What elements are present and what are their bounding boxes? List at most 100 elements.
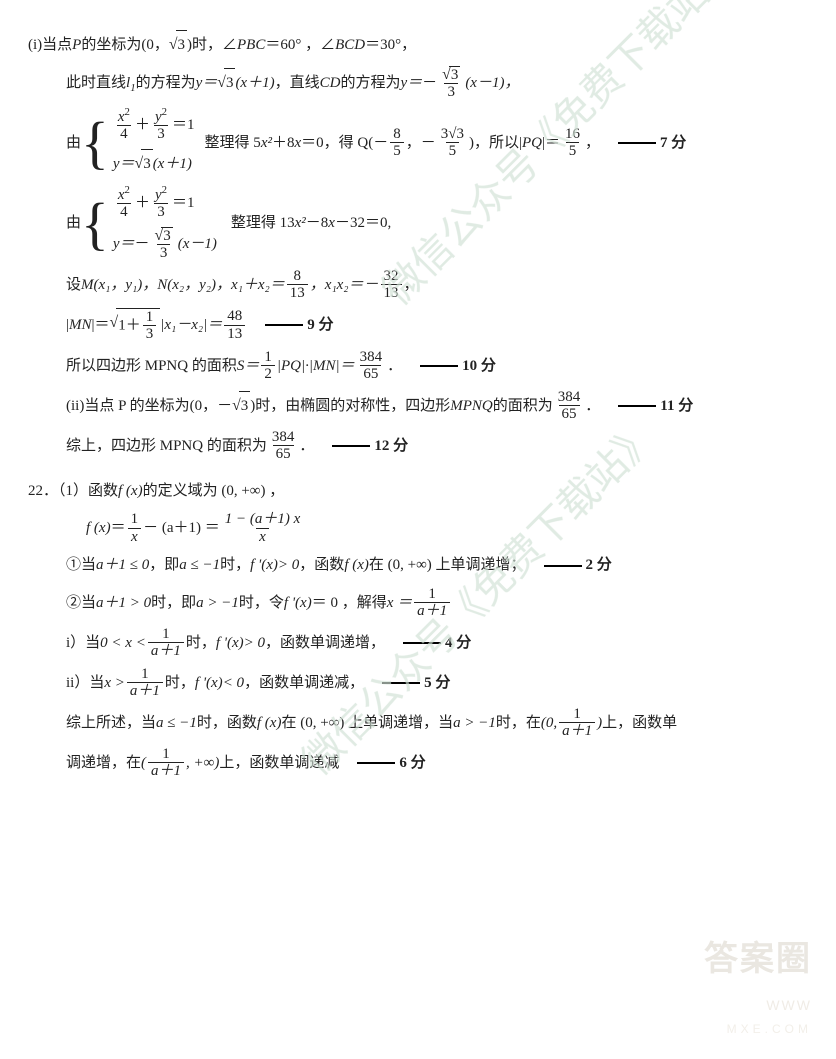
area-frac2: 38465	[555, 389, 584, 423]
you2: 由	[66, 209, 81, 238]
txt: i）当	[66, 629, 100, 658]
line-mn-roots: 设 M (x₁，y₁)， N (x₂，y₂)， x₁＋x₂＝ 813 ，x₁x₂…	[28, 268, 808, 302]
score-9: 9 分	[265, 311, 333, 340]
txt: 此时直线	[66, 69, 126, 98]
prod-frac: 3213	[381, 268, 402, 302]
cond4: a > −1	[196, 589, 239, 618]
score-10: 10 分	[420, 352, 496, 381]
txt: )时，∠	[187, 31, 237, 60]
txt: 时，即	[151, 589, 196, 618]
txt: 在 (0, +∞) 上单调递增；	[369, 551, 526, 580]
score-12: 12 分	[332, 432, 408, 461]
rng: 0 < x <	[100, 629, 146, 658]
fpx4: f '(x)	[195, 669, 223, 698]
sqrt3c: 3	[232, 391, 250, 421]
txt: ，直线	[275, 69, 320, 98]
cond3: a＋1 > 0	[96, 589, 151, 618]
txt: ，函数单调递增，	[265, 629, 385, 658]
txt: 设	[66, 271, 81, 300]
txt: (ii)当点 P 的坐标为(0，－	[66, 392, 232, 421]
line-case2: ②当 a＋1 > 0 时，即 a > −1 时，令 f '(x) ＝ 0 ，解得…	[28, 586, 808, 620]
txt: 上，函数单调递减	[219, 749, 339, 778]
abs: |x₁－x₂|＝	[160, 311, 222, 340]
line-mn: | MN |＝ 1＋13 |x₁－x₂|＝ 4813 9 分	[28, 308, 808, 343]
xsq2: x²	[295, 209, 306, 238]
x: x	[294, 129, 301, 158]
txt: 综上，四边形 MPNQ 的面积为	[66, 432, 267, 461]
shi: 时，	[186, 629, 216, 658]
qx: 85	[390, 126, 404, 160]
pqmn: |PQ|·|MN|＝	[277, 352, 355, 381]
sqrt-mn: 1＋13	[110, 308, 161, 343]
line-ii: (ii)当点 P 的坐标为(0，－ 3 )时，由椭圆的对称性，四边形 MPNQ …	[28, 389, 808, 423]
frac-ap1: 1a＋1	[414, 586, 450, 620]
area-frac: 38465	[357, 349, 386, 383]
fpx3: f '(x)	[216, 629, 244, 658]
line-fx-def: f (x) ＝ 1x － (a＋1) ＝ 1 − (a＋1) xx	[28, 511, 808, 545]
comma2: ，	[585, 129, 600, 158]
M: M	[81, 271, 94, 300]
score-6: 6 分	[357, 749, 425, 778]
cond: a＋1 ≤ 0	[96, 551, 149, 580]
you: 由	[66, 129, 81, 158]
x1y1: (x₁，y₁)，	[94, 271, 158, 300]
eq: y＝	[196, 69, 218, 98]
score-2: 2 分	[544, 551, 612, 580]
xeq: x ＝	[387, 589, 412, 618]
sum: x₁＋x₂＝	[231, 271, 285, 300]
PBC: PBC	[237, 31, 265, 60]
comma3: ，	[404, 271, 419, 300]
1overx: 1x	[128, 511, 142, 545]
line-i-sub: i）当 0 < x < 1a＋1 时， f '(x) > 0 ，函数单调递增， …	[28, 626, 808, 660]
inf: , +∞)	[186, 749, 219, 778]
footer-www: WWW	[704, 992, 812, 1019]
txt: 调递增，在	[66, 749, 141, 778]
l1: l1	[126, 69, 136, 99]
eq: ＝	[111, 514, 126, 543]
comma: ，－	[406, 129, 436, 158]
pq: 165	[562, 126, 583, 160]
txt: －32＝0,	[335, 209, 391, 238]
eq: |＝	[92, 311, 110, 340]
line-ii-sub: ii）当 x > 1a＋1 时， f '(x) < 0 ，函数单调递减， 5 分	[28, 666, 808, 700]
N: N	[157, 271, 167, 300]
cond5: a ≤ −1	[156, 709, 197, 738]
mn-frac: 4813	[224, 308, 245, 342]
frac-ap1b: 1a＋1	[148, 626, 184, 660]
frac-ap1e: 1a＋1	[148, 746, 184, 780]
line-brace2: 由 { x24 ＋ y23 ＝1 y＝－ 33 (x－1) 整理得 13 x² …	[28, 185, 808, 262]
P: P	[72, 31, 81, 60]
x2y2: (x₂，y₂)，	[167, 271, 231, 300]
MPNQ: MPNQ	[450, 392, 493, 421]
fpx: f '(x)	[250, 551, 278, 580]
fx3: f (x)	[344, 551, 369, 580]
shi2: 时，	[165, 669, 195, 698]
txt: 的定义域为 (0, +∞) ，	[143, 477, 285, 506]
eq0: ＝ 0 ，解得	[312, 589, 387, 618]
p2: (	[141, 749, 146, 778]
brace-2: { x24 ＋ y23 ＝1 y＝－ 33 (x－1)	[81, 185, 217, 262]
S: S＝	[237, 352, 260, 381]
txt: 的坐标为(0，	[81, 31, 169, 60]
score-11: 11 分	[618, 392, 693, 421]
score-7: 7 分	[618, 129, 686, 158]
sum-frac: 813	[287, 268, 308, 302]
score-4: 4 分	[403, 629, 471, 658]
fx: f (x)	[118, 477, 143, 506]
txt: 的方程为	[340, 69, 400, 98]
period: ．	[387, 352, 402, 381]
txt: 时，令	[239, 589, 284, 618]
txt: 的面积为	[493, 392, 553, 421]
period3: ．	[299, 432, 314, 461]
qy: 3√35	[438, 126, 467, 160]
txt: 时，	[220, 551, 250, 580]
line-summary-2: 调递增，在 ( 1a＋1 , +∞) 上，函数单调递减 6 分	[28, 746, 808, 780]
CD: CD	[320, 69, 341, 98]
txt: ，函数单调递减，	[244, 669, 364, 698]
line-22: 22．（1）函数 f (x) 的定义域为 (0, +∞) ，	[28, 477, 808, 506]
MN: MN	[69, 311, 92, 340]
txt: ＝30°，	[365, 31, 416, 60]
gt0b: > 0	[244, 629, 265, 658]
frac-sqrt3-3: 3 3	[439, 66, 463, 101]
footer-badge: 答案圈 WWW MXE.COM	[704, 927, 812, 1041]
